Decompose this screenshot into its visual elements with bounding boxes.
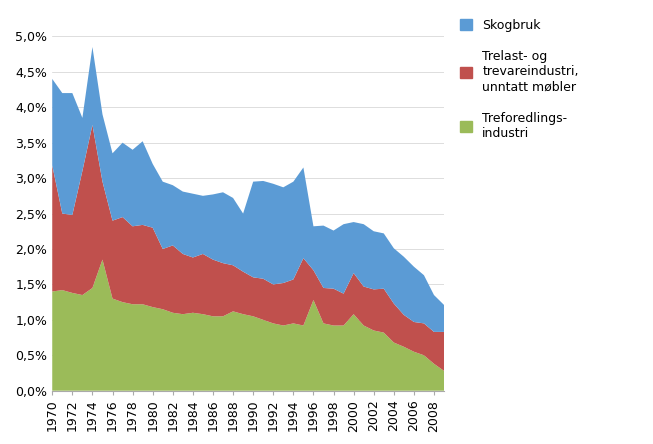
Legend: Skogbruk, Trelast- og
trevareindustri,
unntatt møbler, Treforedlings-
industri: Skogbruk, Trelast- og trevareindustri, u… xyxy=(460,19,579,140)
